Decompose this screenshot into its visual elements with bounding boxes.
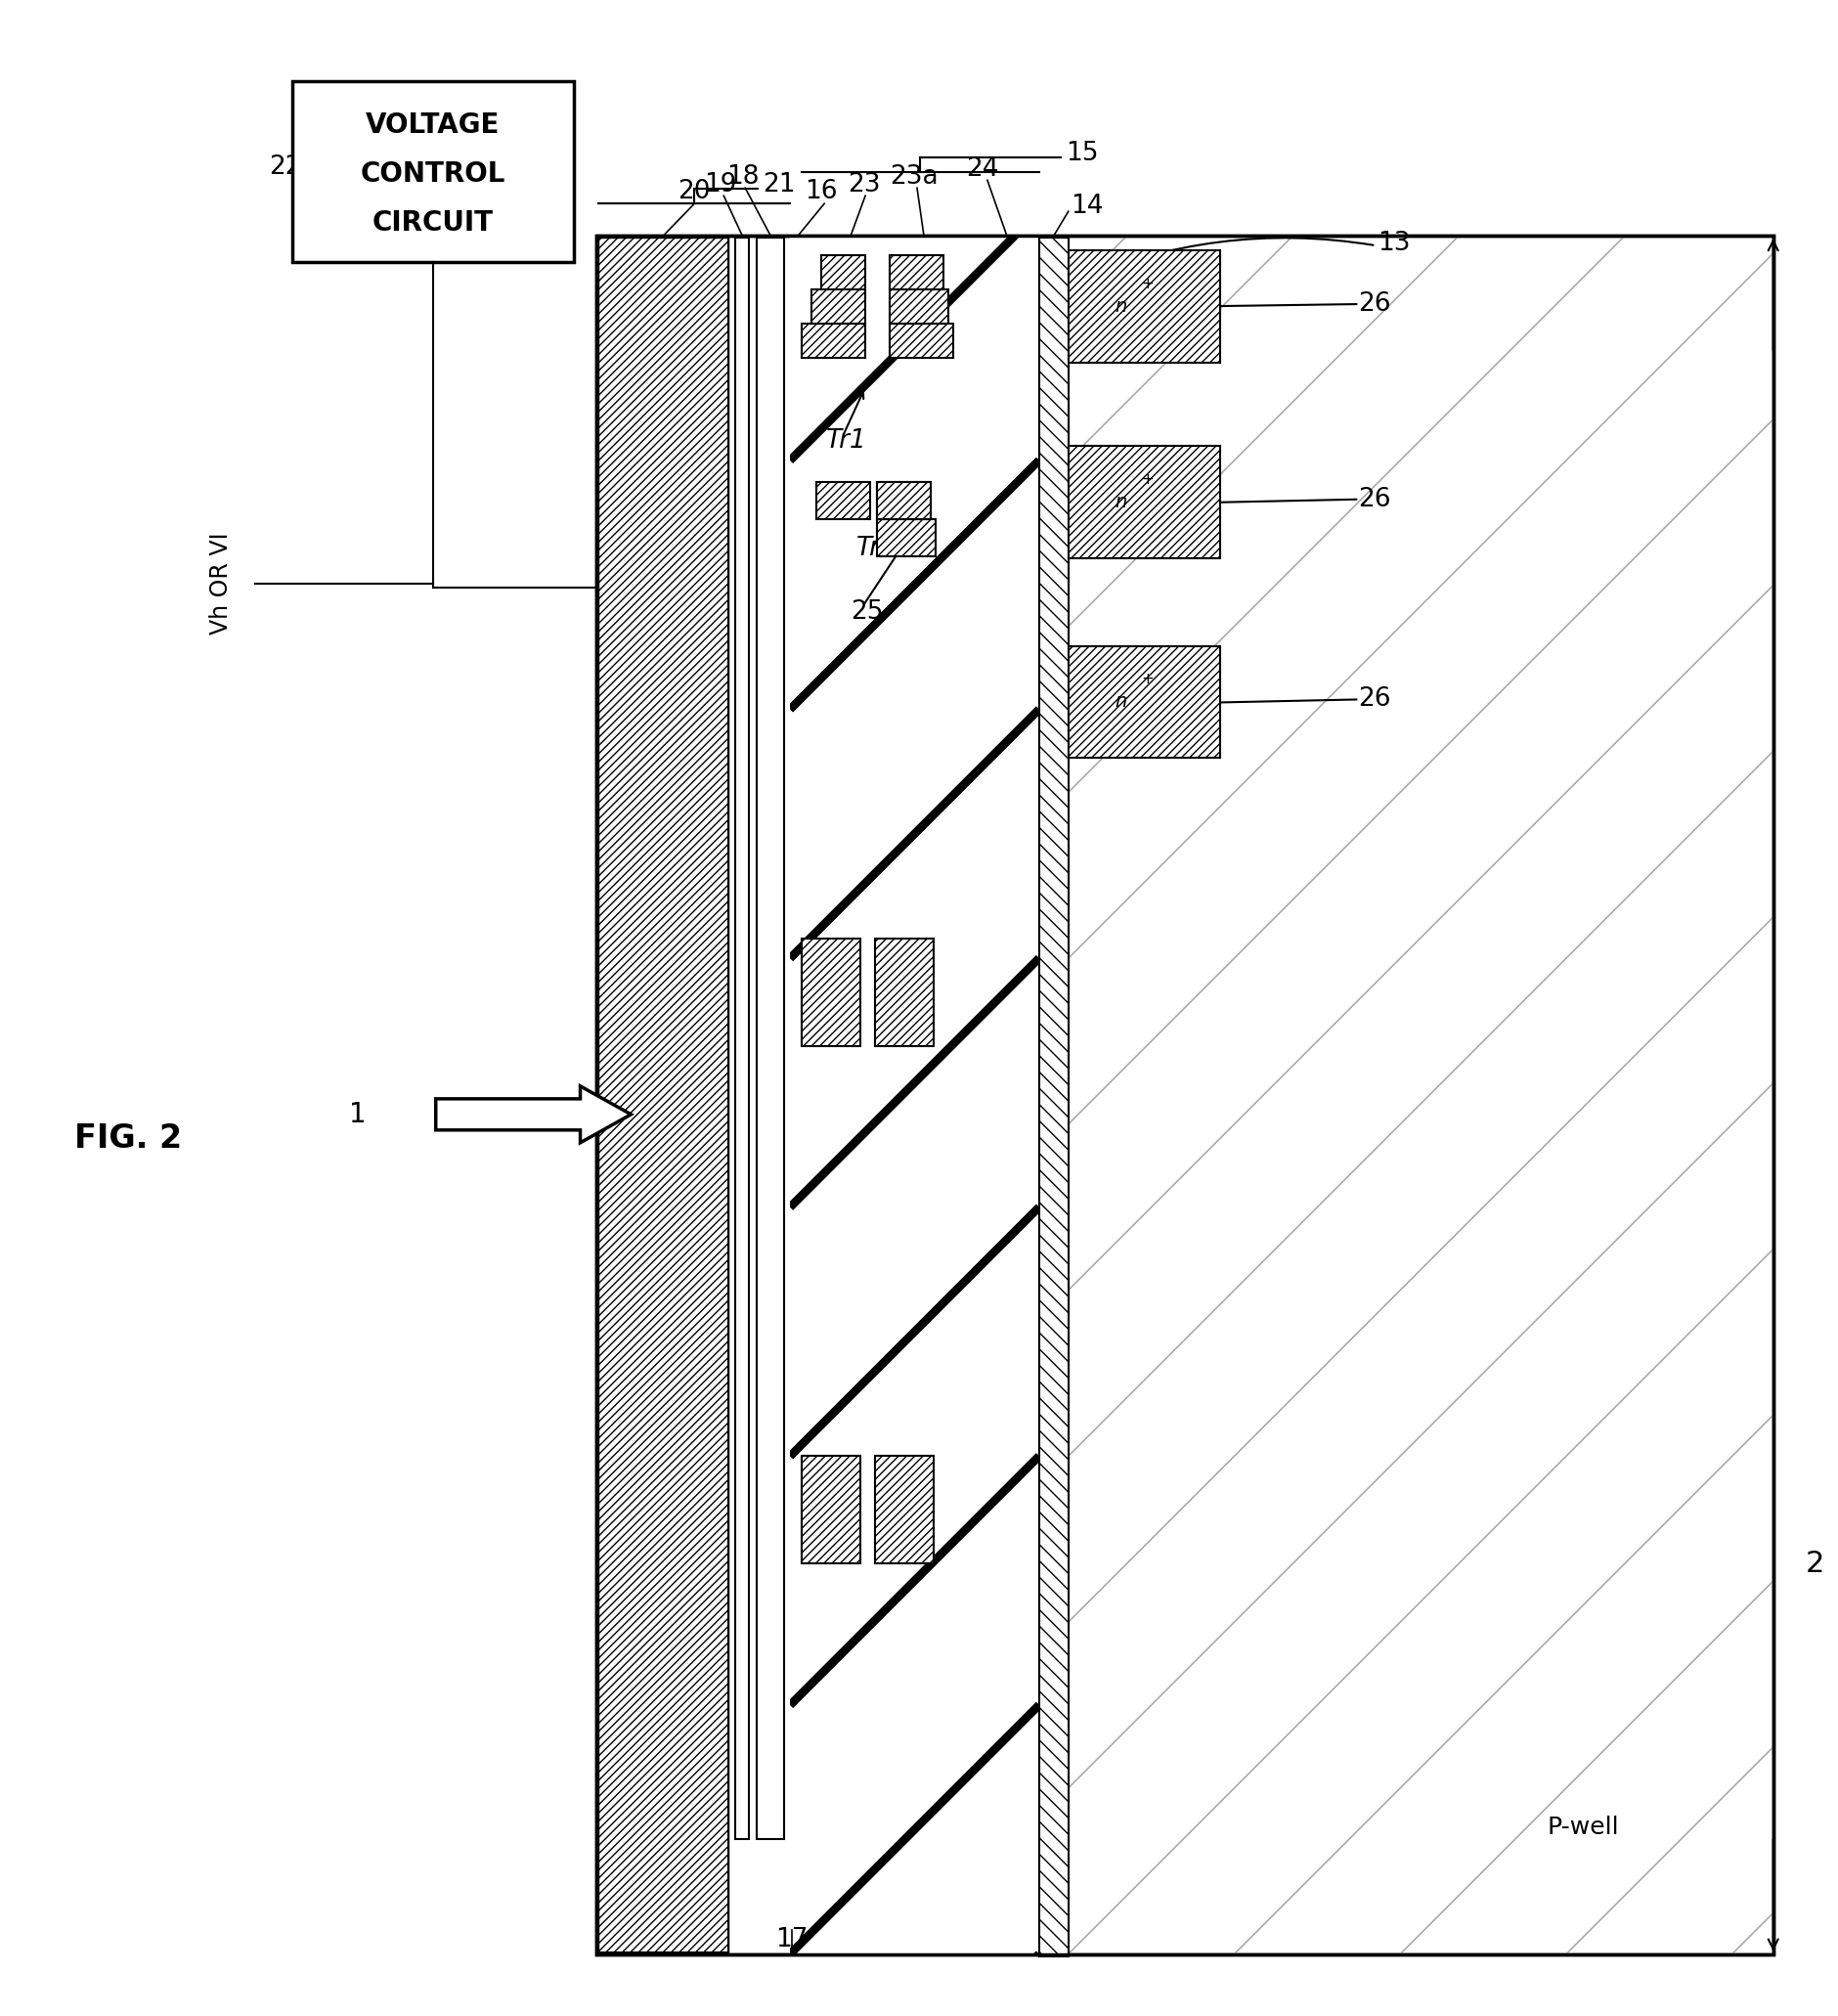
Bar [801,325,866,357]
Bar [890,290,948,325]
Text: 1: 1 [349,1101,366,1129]
Text: FIG. 2: FIG. 2 [75,1123,182,1155]
Bar [877,482,930,518]
Text: +: + [1141,276,1152,292]
Bar [877,518,936,556]
Text: 2: 2 [1805,1550,1825,1579]
Text: CIRCUIT: CIRCUIT [373,210,493,236]
Bar [801,1456,860,1564]
Text: 23a: 23a [890,165,939,190]
Bar [735,238,750,1839]
Text: Tr2: Tr2 [857,536,897,560]
Text: 23: 23 [847,171,880,198]
Text: P-well: P-well [1548,1814,1619,1839]
Text: 20: 20 [678,179,711,204]
Text: 21: 21 [763,171,796,198]
Text: 22: 22 [270,155,301,179]
Bar [1068,250,1220,363]
Text: n: n [1116,296,1127,317]
Text: VOLTAGE: VOLTAGE [366,111,500,139]
Text: Tr1: Tr1 [827,427,868,454]
Text: 13: 13 [1378,232,1410,256]
Bar [816,482,869,518]
Text: n: n [1116,694,1127,712]
Text: n: n [1116,492,1127,512]
Bar [812,290,866,325]
Text: 26: 26 [1358,292,1391,317]
Text: 18: 18 [726,165,759,190]
Text: 26: 26 [1358,687,1391,712]
Bar [597,236,1774,1954]
Bar [597,236,1774,1954]
Bar [599,238,728,1951]
Text: Vh OR VI: Vh OR VI [210,532,233,635]
Bar [1038,238,1068,1956]
Bar [877,482,930,518]
Bar [890,256,943,290]
Bar [790,236,1038,1954]
Bar [757,238,785,1839]
Text: 25: 25 [851,599,884,625]
Bar [801,939,860,1046]
Bar [599,238,728,1951]
Bar [890,325,954,357]
Bar [822,256,866,290]
Text: 19: 19 [704,171,737,198]
Text: +: + [1141,671,1152,687]
Bar [875,939,934,1046]
Text: 17: 17 [776,1927,809,1951]
Text: 26: 26 [1358,486,1391,512]
Text: 16: 16 [805,179,838,204]
FancyArrow shape [436,1087,630,1143]
Bar [875,1456,934,1564]
Bar [1038,238,1068,1956]
Bar [1068,645,1220,758]
Text: +: + [1141,472,1152,486]
Text: 15: 15 [1066,141,1097,167]
Text: 14: 14 [1070,194,1103,220]
Text: CONTROL: CONTROL [360,161,505,187]
Bar [292,81,573,262]
Bar [1068,446,1220,558]
Text: 24: 24 [967,157,998,181]
